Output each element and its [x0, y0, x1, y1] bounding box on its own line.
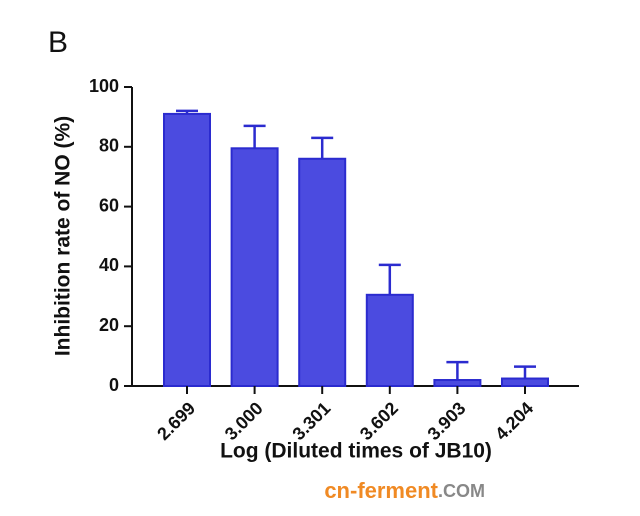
panel-label: B	[48, 26, 68, 59]
y-tick-label: 80	[99, 136, 119, 156]
x-axis-title: Log (Diluted times of JB10)	[220, 440, 492, 463]
y-tick-label: 0	[109, 375, 119, 395]
y-tick-label: 100	[89, 76, 119, 96]
bar	[298, 157, 347, 387]
y-tick-label: 20	[99, 315, 119, 335]
bar	[163, 112, 211, 387]
watermark: cn-ferment	[324, 478, 438, 503]
y-tick-label: 40	[99, 255, 119, 275]
y-axis-title: Inhibition rate of NO (%)	[52, 116, 75, 356]
bar	[501, 377, 549, 387]
bar	[433, 379, 482, 387]
x-tick-label: 4.204	[491, 398, 537, 444]
y-tick-label: 60	[99, 195, 119, 215]
x-tick-label: 3.000	[221, 398, 267, 444]
bar	[230, 147, 279, 387]
watermark: .COM	[438, 481, 485, 501]
x-tick-label: 2.699	[153, 398, 199, 444]
x-tick-label: 3.602	[356, 398, 402, 444]
bar	[365, 293, 414, 387]
x-tick-label: 3.301	[288, 398, 334, 444]
x-tick-label: 3.903	[424, 398, 470, 444]
